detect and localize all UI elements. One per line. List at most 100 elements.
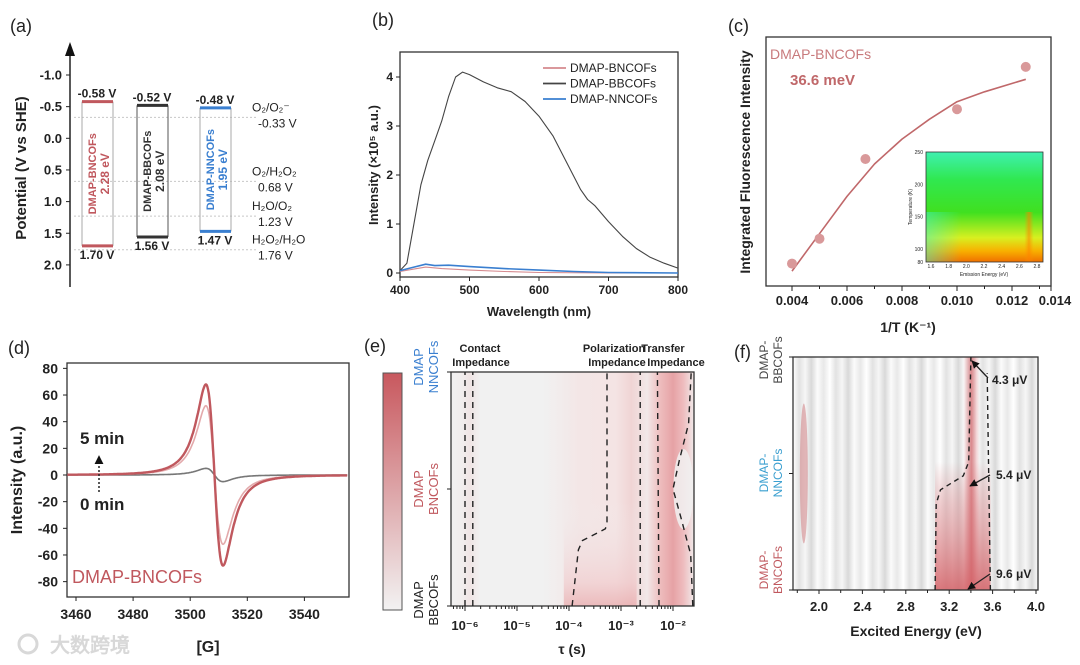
panel-c-inset-frame [925, 151, 1044, 263]
panel-b-ytick-label: 2 [386, 168, 393, 182]
panel-b-ytick-label: 4 [386, 70, 393, 84]
panel-a-band-name: DMAP-BNCOFs [87, 133, 99, 214]
panel-f-annotation-label: 9.6 μV [996, 567, 1031, 581]
panel-a-reference-value: 1.76 V [258, 249, 293, 263]
panel-f-heatmap [793, 357, 1038, 590]
panel-c-inset-xtick-label: 2.4 [998, 264, 1005, 270]
panel-d-sample-label: DMAP-BNCOFs [72, 567, 202, 587]
panel-e-row-label: BBCOFs [426, 574, 441, 626]
panel-a-reference-value: 1.23 V [258, 215, 293, 229]
panel-c-data-point [952, 104, 962, 115]
panel-e-xtick-label: 10⁻⁶ [451, 618, 478, 633]
panel-d-xtick-label: 3460 [60, 606, 91, 622]
panel-e-row-label: NNCOFs [426, 340, 441, 393]
panel-a-vb-label: 1.56 V [135, 239, 170, 253]
panel-b-xtick-label: 800 [668, 283, 688, 297]
panel-c-inset-xtick-label: 2.2 [981, 264, 988, 270]
panel-d-ytick-label: 40 [42, 414, 58, 430]
panel-c-ylabel: Integrated Fluorescence Intensity [737, 50, 753, 273]
panel-b-xlabel: Wavelength (nm) [487, 304, 591, 319]
panel-b-legend-label: DMAP-BNCOFs [570, 61, 657, 75]
panel-a-band-gap: 1.95 eV [216, 149, 230, 190]
panel-c-xtick-label: 0.006 [831, 293, 864, 308]
panel-f-annotation-arrow-icon [967, 573, 991, 590]
panel-label: (e) [364, 336, 386, 356]
panel-d-plot-area [66, 362, 350, 598]
panel-d-ytick-label: -60 [38, 547, 58, 563]
panel-a-ytick-label: 2.0 [44, 257, 62, 272]
panel-f-xtick-label: 2.0 [810, 599, 828, 614]
panel-e-xlabel: τ (s) [558, 641, 585, 657]
panel-f-row-label: NNCOFs [771, 449, 785, 498]
panel-e-xtick-label: 10⁻⁴ [555, 618, 583, 633]
panel-e-colorbar [382, 372, 403, 611]
panel-d-ytick-label: 60 [42, 387, 58, 403]
panel-a-reference-value: 0.68 V [258, 180, 293, 194]
panel-a-band-name: DMAP-BBCOFs [142, 131, 154, 212]
panel-d-ytick-label: -20 [38, 494, 58, 510]
panel-b-ytick-label: 0 [386, 266, 393, 280]
panel-a-reference-label: H₂O/O₂ [252, 199, 292, 213]
panel-f-row-label: DMAP- [757, 551, 771, 590]
panel-e-region-label: Impedance [588, 357, 645, 369]
panel-c-inset-band [926, 212, 1043, 262]
panel-e-region-label: Polarization [583, 343, 646, 355]
panel-d-ylabel: Intensity (a.u.) [9, 426, 26, 534]
panel-label: (d) [8, 338, 30, 358]
panel-b-ytick-label: 3 [386, 119, 393, 133]
panel-c-inset-ytick-label: 200 [915, 182, 924, 188]
panel-b-xtick-label: 400 [390, 283, 410, 297]
panel-d-0min-label: 0 min [80, 495, 124, 514]
panel-e-row-label: DMAP [411, 348, 426, 386]
panel-b-ylabel: Intensity (×10⁵ a.u.) [366, 105, 381, 225]
panel-c-xlabel: 1/T (K⁻¹) [880, 319, 936, 335]
watermark: 大数跨境 [50, 633, 130, 657]
panel-c-xtick-label: 0.008 [886, 293, 919, 308]
panel-f-annotation-arrow-icon [969, 474, 991, 487]
panel-f-xtick-label: 4.0 [1027, 599, 1045, 614]
panel-c-plot-area [765, 36, 1052, 287]
panel-d-5min-label: 5 min [80, 429, 124, 448]
panel-f-annotation-label: 4.3 μV [992, 373, 1027, 387]
panel-c-xtick-label: 0.010 [941, 293, 974, 308]
panel-b-ytick-label: 1 [386, 217, 393, 231]
panel-d-ytick-label: 0 [50, 467, 58, 483]
panel-b-legend-label: DMAP-BBCOFs [570, 77, 656, 91]
panel-b-xtick-label: 500 [459, 283, 479, 297]
panel-b-series-line [399, 71, 679, 271]
panel-e-row-label: DMAP [411, 581, 426, 619]
panel-b-xtick-label: 700 [598, 283, 618, 297]
panel-e-heatmap-gap [673, 449, 694, 529]
panel-a-ytick-label: -0.5 [40, 99, 62, 114]
panel-a-reference-label: O₂/O₂⁻ [252, 100, 290, 114]
panel-a-cb-label: -0.52 V [133, 90, 172, 104]
panel-a-ytick-label: 0.0 [44, 131, 62, 146]
panel-f-xlabel: Excited Energy (eV) [850, 623, 982, 639]
panel-c-data-point [787, 258, 797, 269]
panel-f-row-label: BBCOFs [771, 336, 785, 383]
panel-f-heatmap-band [935, 461, 991, 590]
panel-a-ytick-label: 1.5 [44, 226, 62, 241]
panel-c-data-point [860, 154, 871, 165]
panel-c-sample-label: DMAP-BNCOFs [770, 46, 871, 62]
panel-c-data-point [1020, 61, 1031, 72]
panel-a-band-gap: 2.28 eV [98, 153, 112, 194]
panel-f-boundary-dashed [986, 373, 992, 591]
panel-d-ytick-label: 20 [42, 440, 58, 456]
panel-d-epr-curve [66, 383, 348, 567]
panel-a-band-gap: 2.08 eV [153, 151, 167, 192]
panel-a-axis-arrow-icon [65, 42, 75, 56]
panel-b-series-line [399, 263, 679, 274]
panel-f-row-label: DMAP- [757, 341, 771, 380]
panel-c-data-point [814, 233, 825, 244]
panel-a-cb-label: -0.58 V [78, 87, 117, 101]
panel-f-xtick-label: 3.6 [984, 599, 1002, 614]
panel-a-ytick-label: 1.0 [44, 194, 62, 209]
panel-b-series-line [399, 266, 678, 274]
panel-c-inset-ytick-label: 80 [917, 260, 923, 266]
panel-c-inset-xtick-label: 2.8 [1034, 264, 1041, 270]
panel-a-cb-label: -0.48 V [196, 93, 235, 107]
panel-a-reference-value: -0.33 V [258, 116, 297, 130]
panel-a-vb-label: 1.47 V [198, 233, 233, 247]
